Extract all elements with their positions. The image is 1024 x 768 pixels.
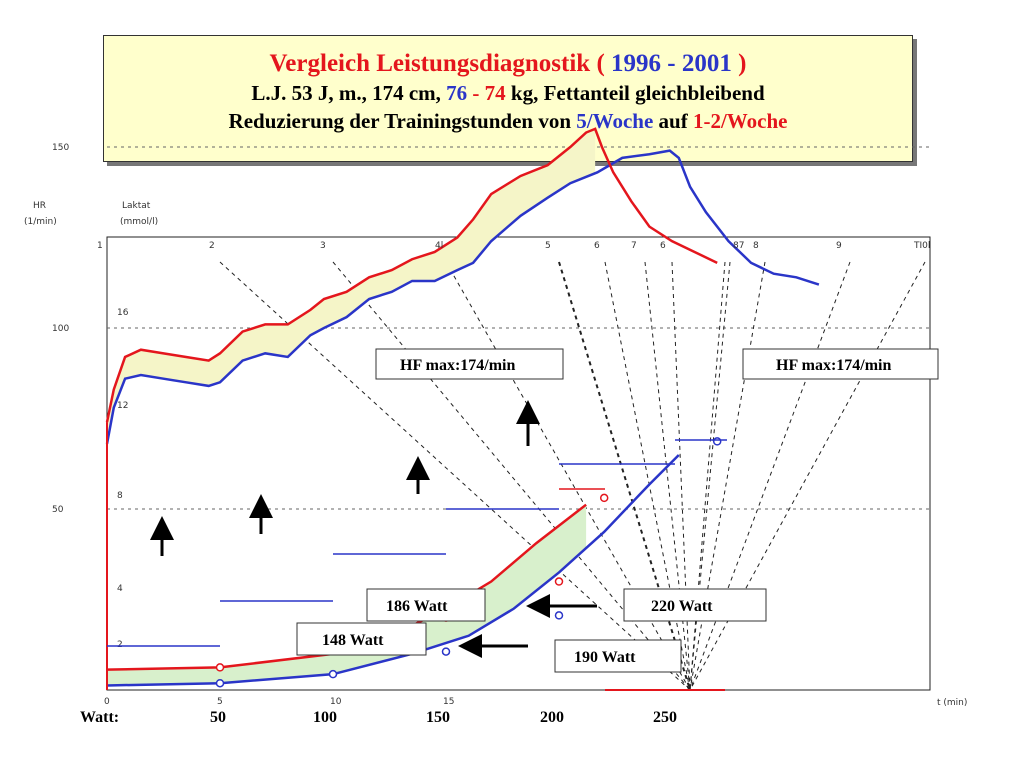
watt-label-148: 148 Watt bbox=[322, 632, 384, 649]
hf-max-label-left: HF max:174/min bbox=[400, 357, 516, 374]
stage-divider bbox=[689, 261, 726, 691]
stage-marker-label: 1 bbox=[97, 241, 103, 251]
lactate-tick-label: 16 bbox=[117, 308, 129, 318]
lactate-tick-label: 8 bbox=[117, 491, 123, 501]
lactate-1996-point bbox=[712, 437, 722, 446]
lactate-1996-point bbox=[215, 678, 225, 688]
watt-tick-label: 50 bbox=[210, 709, 226, 726]
stage-divider bbox=[604, 261, 691, 691]
stage-marker-label: 2 bbox=[209, 241, 215, 251]
hf-max-label-right: HF max:174/min bbox=[776, 357, 892, 374]
lactate-gap-fill bbox=[107, 504, 587, 686]
lactate-2001-point bbox=[215, 663, 225, 672]
hf-max-box-left bbox=[375, 348, 564, 380]
time-axis-label: t (min) bbox=[937, 698, 967, 708]
hr-axis-unit: (1/min) bbox=[24, 217, 57, 227]
hf-max-box-right bbox=[742, 348, 939, 380]
stage-marker-label: 6 bbox=[660, 241, 666, 251]
watt-label-186: 186 Watt bbox=[386, 598, 448, 615]
stage-divider bbox=[689, 261, 731, 691]
lactate-1996-point bbox=[441, 647, 451, 656]
stage-marker-label: 6 bbox=[594, 241, 600, 251]
lactate-1996-point bbox=[328, 669, 338, 679]
lactate-tick-label: 4 bbox=[117, 584, 123, 594]
time-tick-label: 10 bbox=[330, 697, 342, 707]
hr-gap-fill bbox=[107, 128, 596, 444]
lactate-tick-label: 2 bbox=[117, 640, 123, 650]
plot-frame bbox=[106, 236, 931, 691]
watt-tick-label: 250 bbox=[653, 709, 677, 726]
stage-marker-label: 7 bbox=[631, 241, 637, 251]
stage-divider bbox=[671, 261, 691, 691]
stage-marker-label: 3 bbox=[320, 241, 326, 251]
watt-label-190: 190 Watt bbox=[574, 649, 636, 666]
hr-2001-line bbox=[105, 127, 718, 423]
lactate-axis-unit: (mmol/l) bbox=[120, 217, 158, 227]
chart-title: Vergleich Leistungsdiagnostik ( 1996 - 2… bbox=[269, 50, 747, 77]
stage-marker-label: TI0l bbox=[913, 241, 930, 251]
hr-1996-line bbox=[105, 149, 820, 445]
stage-marker-label: 5 bbox=[545, 241, 551, 251]
stage-divider bbox=[558, 261, 691, 691]
watt-tick-label: 150 bbox=[426, 709, 450, 726]
time-tick-label: 5 bbox=[217, 697, 223, 707]
watt-box-220 bbox=[623, 588, 767, 622]
lactate-2001-point bbox=[554, 577, 564, 586]
hr-tick-label: 100 bbox=[52, 324, 69, 334]
lactate-1996-line bbox=[106, 454, 680, 687]
stage-marker-label: 87 bbox=[733, 241, 744, 251]
lactate-2001-point bbox=[599, 493, 609, 503]
hr-tick-label: 150 bbox=[52, 143, 69, 153]
chart-subtitle-1: L.J. 53 J, m., 174 cm, 76 - 74 kg, Fetta… bbox=[251, 81, 765, 105]
stage-marker-label: 8 bbox=[753, 241, 759, 251]
lactate-1996-point bbox=[554, 611, 564, 620]
time-tick-label: 15 bbox=[443, 697, 454, 707]
title-box: Vergleich Leistungsdiagnostik ( 1996 - 2… bbox=[103, 35, 913, 162]
time-tick-label: 0 bbox=[104, 697, 110, 707]
lactate-axis-label: Laktat bbox=[122, 201, 151, 211]
stage-marker-label: 9 bbox=[836, 241, 842, 251]
hr-tick-label: 50 bbox=[52, 505, 64, 515]
lactate-tick-label: 12 bbox=[117, 401, 128, 411]
stage-divider bbox=[689, 261, 851, 691]
stage-divider bbox=[644, 261, 691, 691]
watt-box-190 bbox=[554, 639, 682, 673]
watt-label-220: 220 Watt bbox=[651, 598, 713, 615]
stage-marker-label: 4l bbox=[435, 241, 443, 251]
watt-box-148 bbox=[296, 622, 427, 656]
watt-box-186 bbox=[366, 588, 486, 622]
watt-tick-label: 200 bbox=[540, 709, 564, 726]
hr-axis-label: HR bbox=[33, 201, 46, 211]
tick-layer: 2001501005016128420510151234l56768789TI0… bbox=[52, 143, 930, 726]
watt-axis-label: Watt: bbox=[80, 709, 119, 726]
stage-divider bbox=[689, 261, 766, 691]
chart-subtitle-2: Reduzierung der Trainingstunden von 5/Wo… bbox=[228, 109, 788, 133]
watt-tick-label: 100 bbox=[313, 709, 337, 726]
stage-divider bbox=[689, 261, 926, 691]
